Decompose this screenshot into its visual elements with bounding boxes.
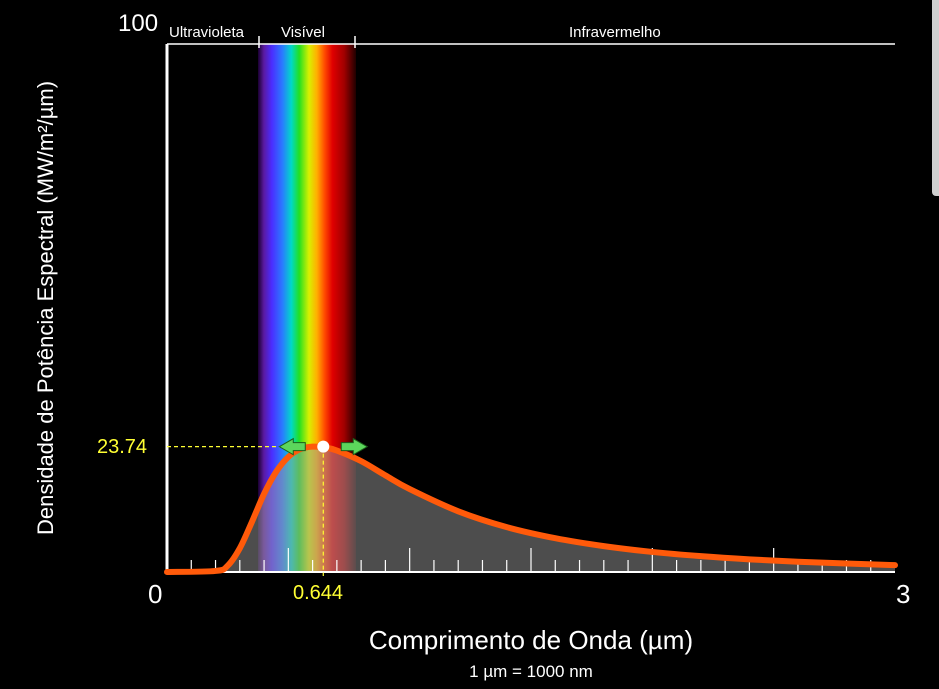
region-label-infrared: Infravermelho [569, 24, 661, 41]
y-axis-title: Densidade de Potência Espectral (MW/m²/µ… [33, 80, 58, 536]
peak-drag-handle[interactable] [317, 440, 330, 453]
peak-value-readout: 23.74 [97, 436, 148, 458]
region-label-visible: Visível [281, 24, 325, 41]
x-axis-ticks [190, 548, 872, 572]
spectral-curve [164, 443, 898, 575]
y-max-label: 100 [118, 10, 159, 37]
x-max-label: 3 [896, 579, 911, 609]
side-panel-edge[interactable] [932, 0, 939, 196]
drag-left-arrow-icon[interactable] [278, 437, 306, 456]
x-min-label: 0 [148, 579, 163, 609]
region-label-ultraviolet: Ultravioleta [169, 24, 245, 41]
curve-area-fill [167, 446, 895, 572]
x-axis-title: Comprimento de Onda (µm) [368, 625, 694, 655]
unit-conversion-note: 1 µm = 1000 nm [469, 662, 593, 681]
drag-right-arrow-icon[interactable] [340, 437, 369, 456]
peak-wavelength-readout: 0.644 [293, 582, 344, 604]
